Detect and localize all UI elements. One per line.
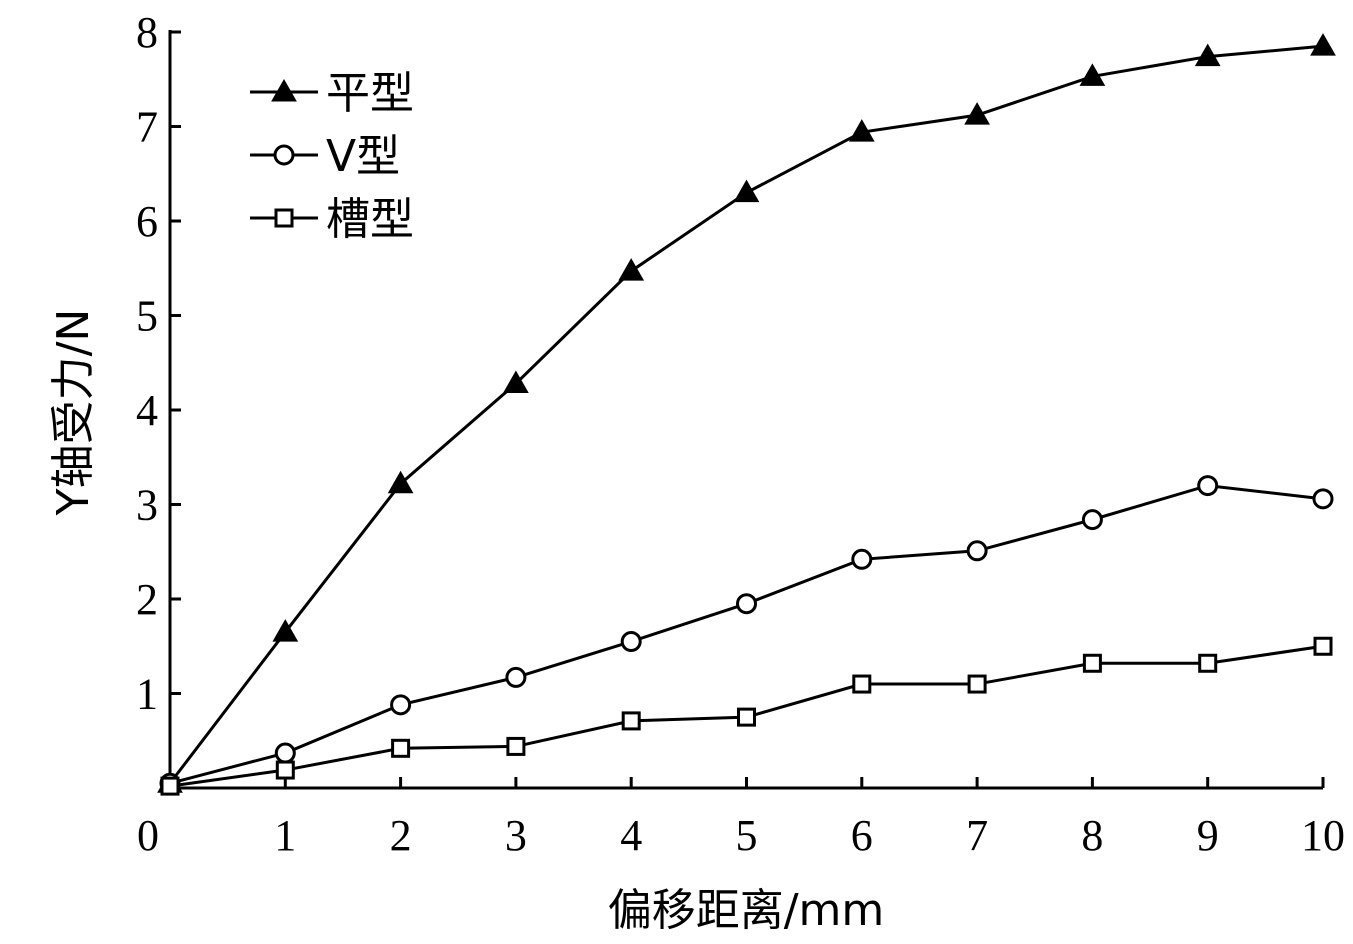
data-point-v	[505, 666, 527, 688]
data-point-flat	[618, 258, 645, 281]
data-point-v	[620, 631, 642, 653]
data-point-flat	[1194, 43, 1221, 67]
data-point-flat	[1079, 63, 1106, 86]
legend-item-v: V型	[250, 131, 400, 182]
series-groove	[160, 636, 1333, 796]
y-tick-label: 6	[136, 197, 158, 246]
data-point-flat	[272, 619, 299, 642]
data-point-groove	[967, 674, 987, 694]
x-tick-label: 1	[274, 811, 296, 860]
data-point-v	[966, 540, 988, 562]
data-point-v	[851, 548, 873, 570]
x-tick-label: 7	[966, 811, 988, 860]
axes	[168, 30, 1325, 790]
data-point-v	[1312, 488, 1334, 510]
data-point-groove	[160, 776, 180, 796]
data-point-v	[736, 593, 757, 615]
data-point-groove	[737, 707, 756, 727]
data-point-groove	[1313, 636, 1333, 656]
data-point-groove	[391, 738, 411, 758]
data-point-flat	[1310, 33, 1336, 56]
legend-marker-flat	[271, 78, 297, 102]
data-point-v	[390, 694, 412, 716]
data-point-groove	[1198, 653, 1218, 673]
y-tick-label: 2	[136, 575, 158, 624]
y-tick-label: 4	[136, 386, 158, 435]
legend-marker-groove	[274, 208, 294, 228]
x-tick-label: 4	[620, 811, 642, 860]
legend-label: 平型	[326, 68, 414, 119]
legend-label: V型	[326, 131, 400, 182]
data-point-v	[1081, 509, 1103, 531]
x-tick-label: 10	[1301, 811, 1345, 860]
x-axis-title: 偏移距离/mm	[608, 885, 885, 936]
y-tick-label: 1	[136, 670, 158, 719]
series-layer	[157, 33, 1336, 796]
data-point-v	[274, 742, 296, 764]
x-tick-label: 9	[1197, 811, 1219, 860]
x-tick-label: 8	[1081, 811, 1103, 860]
data-point-groove	[275, 760, 295, 780]
x-tick-label: 3	[505, 811, 527, 860]
data-point-groove	[852, 674, 872, 694]
y-tick-label: 3	[136, 481, 158, 530]
y-tick-label: 8	[136, 8, 158, 57]
data-point-groove	[621, 711, 641, 731]
data-point-v	[1197, 475, 1219, 497]
tick-labels: 0 1 2 3 4 5 6 7 8 9 10 1 2 3 4 5 6 7 8	[136, 8, 1345, 860]
x-tick-label: 2	[390, 811, 412, 860]
x-tick-label: 0	[137, 811, 159, 860]
legend-item-flat: 平型	[250, 68, 414, 119]
data-point-flat	[733, 179, 760, 203]
data-point-flat	[848, 119, 875, 142]
data-point-flat	[964, 102, 990, 125]
series-line-v	[169, 484, 1324, 785]
data-point-flat	[387, 470, 414, 494]
data-point-flat	[503, 370, 529, 394]
data-point-groove	[506, 736, 526, 756]
x-tick-label: 5	[736, 811, 758, 860]
legend-item-groove: 槽型	[250, 194, 414, 245]
y-axis-title: Y轴受力/N	[48, 309, 99, 517]
series-v	[159, 475, 1334, 794]
x-tick-label: 6	[851, 811, 873, 860]
legend-label: 槽型	[326, 194, 414, 245]
y-tick-label: 7	[136, 103, 158, 152]
legend-marker-v	[273, 144, 295, 166]
y-tick-label: 5	[136, 292, 158, 341]
data-point-groove	[1082, 653, 1102, 673]
